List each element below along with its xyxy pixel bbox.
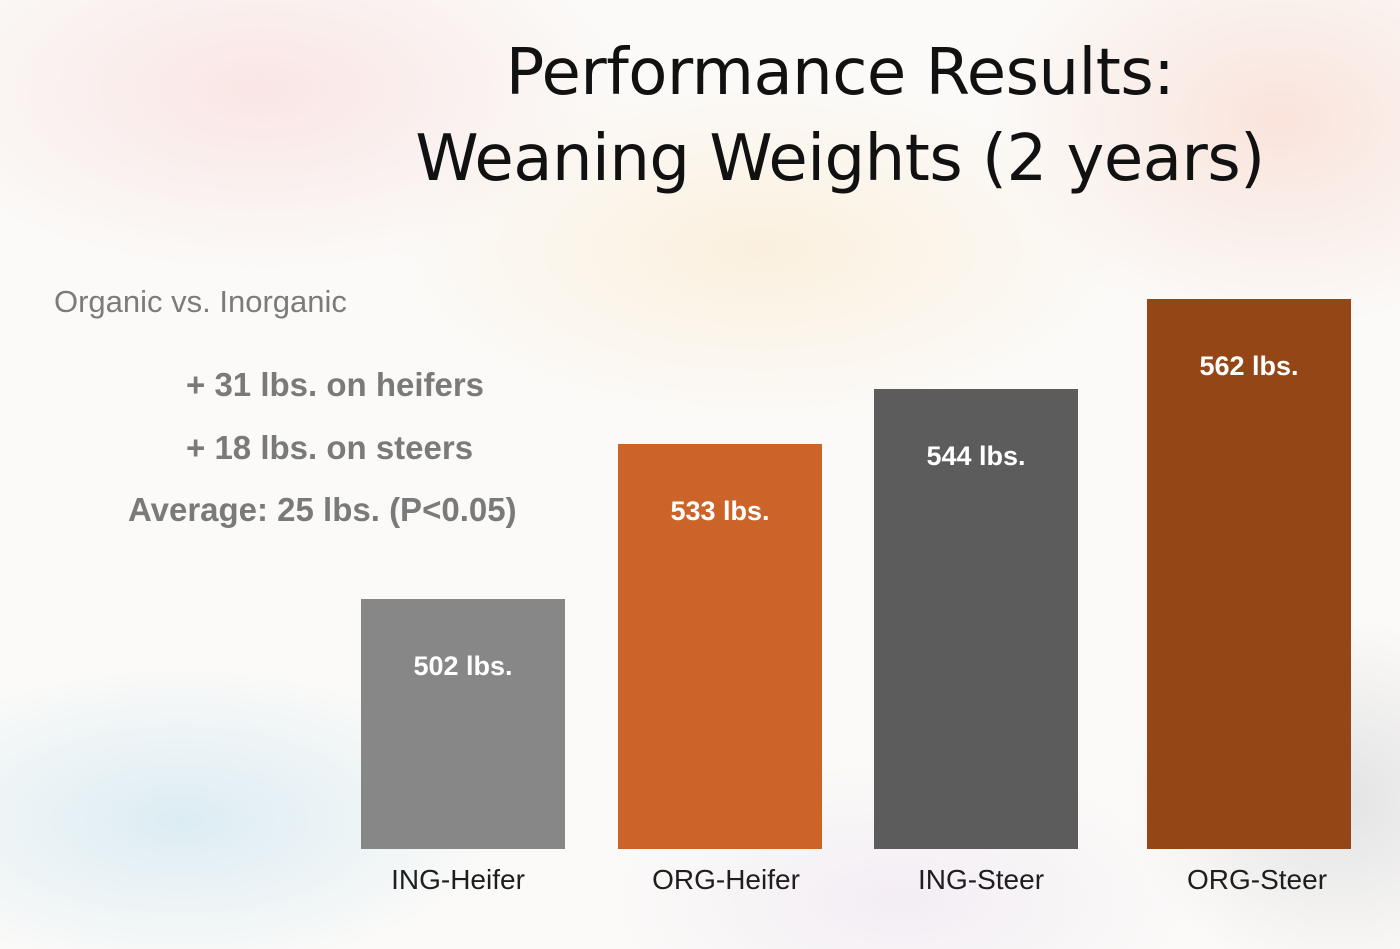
title-line-2: Weaning Weights (2 years) <box>415 122 1265 196</box>
bar-ing-steer <box>874 389 1078 849</box>
x-tick-label-org-heifer: ORG-Heifer <box>652 864 800 895</box>
data-label-org-steer: 562 lbs. <box>1199 351 1298 381</box>
bar-org-heifer <box>618 444 822 849</box>
slide-title: Performance Results: Weaning Weights (2 … <box>340 30 1340 202</box>
x-tick-label-ing-steer: ING-Steer <box>918 864 1044 895</box>
bar-org-steer <box>1147 299 1351 849</box>
data-label-org-heifer: 533 lbs. <box>670 496 769 526</box>
data-label-ing-heifer: 502 lbs. <box>413 651 512 681</box>
comparison-subtitle: Organic vs. Inorganic <box>54 284 347 319</box>
stat-steers: + 18 lbs. on steers <box>186 429 474 466</box>
stat-average: Average: 25 lbs. (P<0.05) <box>128 491 517 528</box>
title-line-1: Performance Results: <box>505 36 1175 110</box>
x-tick-label-ing-heifer: ING-Heifer <box>391 864 525 895</box>
x-tick-label-org-steer: ORG-Steer <box>1187 864 1327 895</box>
data-label-ing-steer: 544 lbs. <box>926 441 1025 471</box>
stat-heifers: + 31 lbs. on heifers <box>186 366 485 403</box>
bar-ing-heifer <box>361 599 565 849</box>
